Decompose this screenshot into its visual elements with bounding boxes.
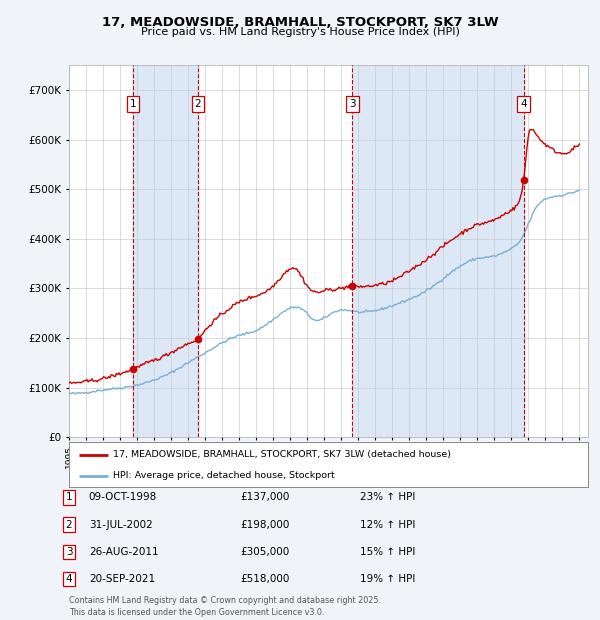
- Text: Price paid vs. HM Land Registry's House Price Index (HPI): Price paid vs. HM Land Registry's House …: [140, 27, 460, 37]
- Bar: [133, 65, 198, 437]
- Text: 2: 2: [65, 520, 73, 529]
- Bar: [352, 65, 524, 437]
- Text: 3: 3: [65, 547, 73, 557]
- Text: 17, MEADOWSIDE, BRAMHALL, STOCKPORT, SK7 3LW (detached house): 17, MEADOWSIDE, BRAMHALL, STOCKPORT, SK7…: [113, 450, 451, 459]
- Text: 20-SEP-2021: 20-SEP-2021: [89, 574, 155, 584]
- Text: £198,000: £198,000: [240, 520, 289, 529]
- Text: 1: 1: [65, 492, 73, 502]
- Text: 2: 2: [194, 99, 201, 109]
- Text: £137,000: £137,000: [240, 492, 289, 502]
- Text: HPI: Average price, detached house, Stockport: HPI: Average price, detached house, Stoc…: [113, 471, 335, 480]
- Text: 15% ↑ HPI: 15% ↑ HPI: [360, 547, 415, 557]
- Text: 4: 4: [65, 574, 73, 584]
- Text: 09-OCT-1998: 09-OCT-1998: [89, 492, 157, 502]
- Text: 23% ↑ HPI: 23% ↑ HPI: [360, 492, 415, 502]
- Text: 1: 1: [130, 99, 136, 109]
- Text: Contains HM Land Registry data © Crown copyright and database right 2025.
This d: Contains HM Land Registry data © Crown c…: [69, 596, 381, 617]
- Text: 19% ↑ HPI: 19% ↑ HPI: [360, 574, 415, 584]
- Text: 3: 3: [349, 99, 356, 109]
- Text: 4: 4: [520, 99, 527, 109]
- Text: £305,000: £305,000: [240, 547, 289, 557]
- Text: 17, MEADOWSIDE, BRAMHALL, STOCKPORT, SK7 3LW: 17, MEADOWSIDE, BRAMHALL, STOCKPORT, SK7…: [101, 16, 499, 29]
- Text: £518,000: £518,000: [240, 574, 289, 584]
- Text: 31-JUL-2002: 31-JUL-2002: [89, 520, 152, 529]
- Text: 12% ↑ HPI: 12% ↑ HPI: [360, 520, 415, 529]
- Text: 26-AUG-2011: 26-AUG-2011: [89, 547, 158, 557]
